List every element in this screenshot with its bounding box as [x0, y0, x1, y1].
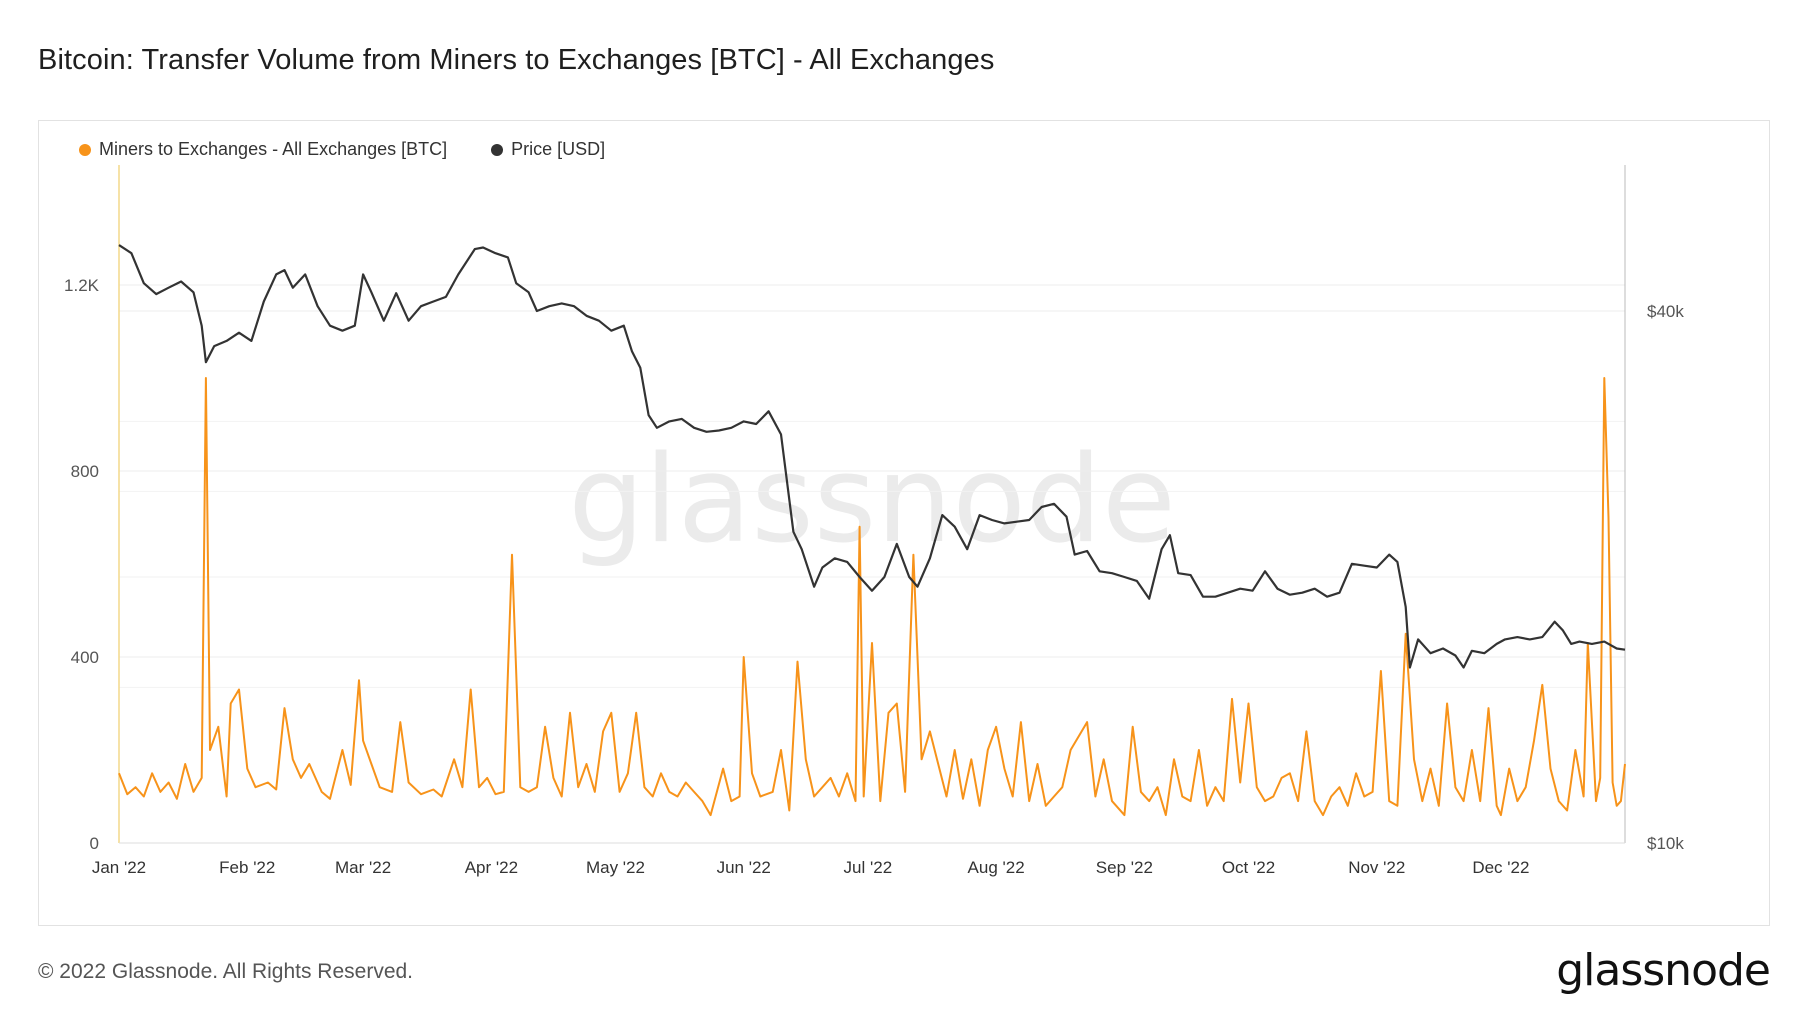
x-tick-label: Apr '22	[465, 858, 518, 877]
y-left-tick-label: 400	[71, 648, 99, 667]
chart-plot: glassnode 0 400 800 1.2K $10k $40k Jan '22 Feb '…	[64, 165, 1684, 877]
x-tick-label: Oct '22	[1222, 858, 1275, 877]
x-tick-label: Sep '22	[1096, 858, 1153, 877]
x-tick-label: Feb '22	[219, 858, 275, 877]
series-line-miners	[118, 377, 1626, 817]
y-left-tick-label: 0	[90, 834, 99, 853]
x-tick-label: May '22	[586, 858, 645, 877]
watermark-text: glassnode	[568, 431, 1176, 570]
legend-item-miners[interactable]: Miners to Exchanges - All Exchanges [BTC…	[79, 139, 447, 160]
x-tick-label: Jul '22	[844, 858, 893, 877]
glassnode-logo: glassnode	[1556, 945, 1771, 996]
x-tick-label: Jan '22	[92, 858, 146, 877]
x-tick-label: Dec '22	[1472, 858, 1529, 877]
chart-container: Miners to Exchanges - All Exchanges [BTC…	[38, 120, 1770, 926]
y-left-tick-label: 800	[71, 462, 99, 481]
x-tick-label: Aug '22	[968, 858, 1025, 877]
legend-item-price[interactable]: Price [USD]	[491, 139, 605, 160]
legend-dot-icon	[79, 143, 91, 156]
x-tick-label: Nov '22	[1348, 858, 1405, 877]
legend-dot-icon	[491, 143, 504, 156]
copyright-text: © 2022 Glassnode. All Rights Reserved.	[38, 960, 414, 983]
x-tick-label: Mar '22	[335, 858, 391, 877]
y-right-tick-label: $40k	[1647, 302, 1684, 321]
y-right-tick-label: $10k	[1647, 834, 1684, 853]
legend: Miners to Exchanges - All Exchanges [BTC…	[79, 139, 605, 160]
legend-label-miners: Miners to Exchanges - All Exchanges [BTC…	[99, 139, 448, 159]
series-line-price	[118, 244, 1626, 669]
page-title: Bitcoin: Transfer Volume from Miners to …	[38, 44, 995, 76]
y-left-tick-label: 1.2K	[64, 276, 100, 295]
x-tick-label: Jun '22	[717, 858, 771, 877]
legend-label-price: Price [USD]	[511, 139, 606, 159]
